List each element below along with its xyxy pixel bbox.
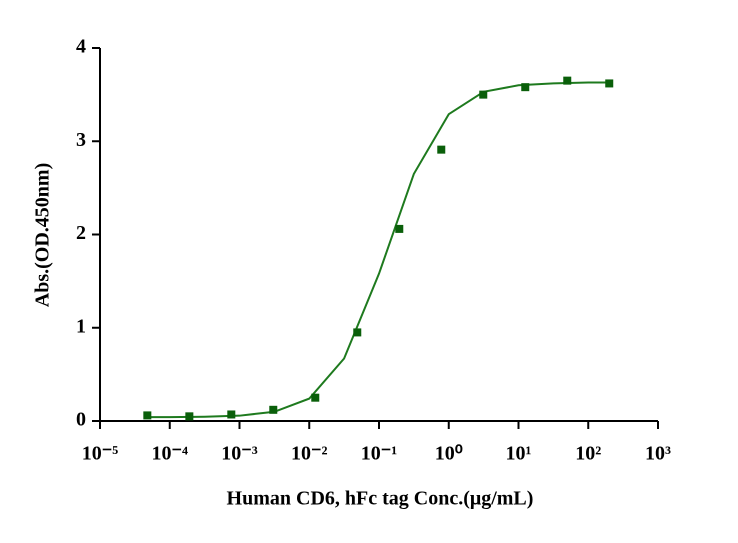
data-point: [605, 79, 614, 88]
data-point: [143, 411, 152, 420]
data-point: [563, 76, 572, 85]
data-point: [437, 145, 446, 154]
x-tick-label: 10⁻³: [221, 443, 258, 465]
data-point: [353, 328, 362, 337]
x-tick-label: 10⁻²: [291, 443, 328, 465]
y-tick-label: 4: [76, 36, 86, 58]
x-tick-label: 10⁻¹: [361, 443, 398, 465]
fit-curve: [147, 81, 610, 419]
x-tick-label: 10¹: [506, 443, 532, 465]
data-point: [521, 83, 530, 92]
data-point: [185, 412, 194, 421]
data-point: [269, 405, 278, 414]
data-point: [227, 410, 236, 419]
data-point: [395, 224, 404, 233]
x-tick-label: 10⁻⁵: [82, 443, 119, 465]
y-axis-title: Abs.(OD.450nm): [32, 163, 54, 307]
data-point: [479, 90, 488, 99]
y-tick-label: 0: [76, 409, 86, 431]
y-tick-label: 2: [76, 222, 86, 244]
x-tick-label: 10⁻⁴: [151, 443, 188, 465]
x-tick-label: 10⁰: [435, 443, 463, 465]
y-tick-label: 3: [76, 129, 86, 151]
x-axis-title: Human CD6, hFc tag Conc.(μg/mL): [227, 488, 534, 510]
data-point: [311, 393, 320, 402]
x-tick-label: 10³: [645, 443, 671, 465]
x-tick-label: 10²: [575, 443, 601, 465]
y-tick-label: 1: [76, 315, 86, 337]
